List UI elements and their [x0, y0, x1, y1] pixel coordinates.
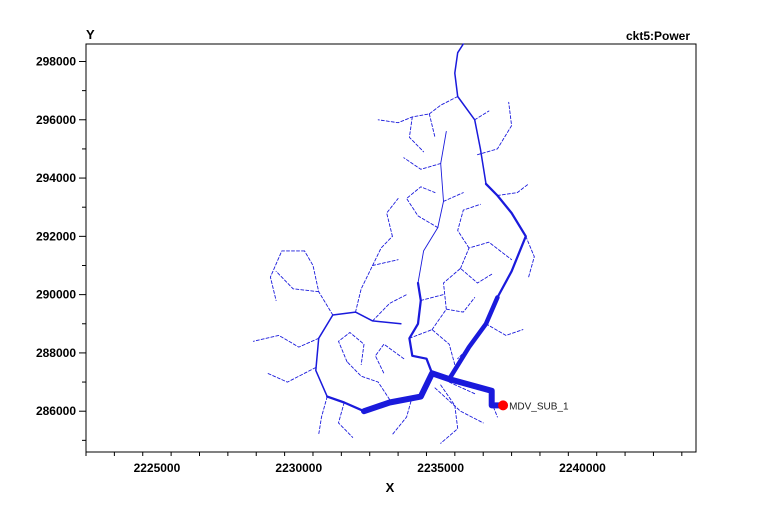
lateral-line [372, 294, 408, 322]
lateral-line [338, 332, 365, 366]
lateral-line [443, 267, 493, 310]
feeder-line [454, 43, 487, 185]
lateral-line [338, 402, 354, 438]
y-tick-label: 298000 [36, 54, 76, 68]
lateral-line [267, 367, 317, 383]
lateral-line [496, 183, 530, 196]
lateral-line [408, 116, 425, 153]
lateral-line [275, 270, 320, 293]
x-tick-label: 2235000 [417, 461, 464, 475]
lateral-line [477, 101, 513, 156]
lateral-line [431, 297, 476, 331]
y-tick-label: 288000 [36, 346, 76, 360]
lateral-line [403, 157, 442, 170]
feeder-line [315, 311, 402, 398]
y-tick-label: 296000 [36, 113, 76, 127]
y-axis: 286000 288000 290000 292000 294000 296000 2980… [36, 54, 86, 441]
x-tick-label: 2225000 [134, 461, 181, 475]
lateral-line [269, 250, 305, 301]
lateral-line [460, 241, 513, 269]
feeder-line [417, 130, 447, 284]
feeder-line [408, 281, 434, 375]
x-tick-label: 2230000 [275, 461, 322, 475]
lateral-line [434, 387, 484, 424]
feeder-line [484, 182, 527, 299]
lateral-line [346, 361, 391, 400]
feeder-network [252, 43, 535, 444]
feeder-line [446, 295, 500, 382]
x-axis-title: X [386, 480, 395, 495]
lateral-line [374, 343, 405, 374]
lateral-line [485, 323, 524, 336]
chart-title: ckt5:Power [626, 29, 690, 43]
lateral-line [318, 396, 328, 435]
lateral-line [457, 203, 481, 249]
lateral-line [372, 259, 399, 266]
lateral-line [406, 186, 439, 229]
y-tick-label: 292000 [36, 229, 76, 243]
lateral-line [377, 96, 459, 124]
y-tick-label: 294000 [36, 171, 76, 185]
x-axis: 2225000 2230000 2235000 2240000 [85, 452, 683, 475]
lateral-line [386, 198, 399, 237]
lateral-line [252, 334, 320, 348]
lateral-line [474, 110, 490, 121]
lateral-line [428, 113, 436, 138]
y-axis-title: Y [86, 27, 95, 42]
lateral-line [440, 384, 459, 444]
feeder-line [326, 395, 366, 413]
y-tick-label: 290000 [36, 288, 76, 302]
lateral-line [391, 396, 413, 435]
x-tick-label: 2240000 [559, 461, 606, 475]
lateral-line [304, 250, 334, 316]
lateral-line [448, 381, 476, 395]
y-tick-label: 286000 [36, 404, 76, 418]
substation-marker [498, 400, 509, 411]
lateral-line [525, 235, 535, 278]
plot-area [85, 43, 697, 453]
lateral-line [443, 192, 464, 202]
lateral-line [420, 294, 444, 301]
substation-group: MDV_SUB_1 [498, 400, 569, 412]
substation-label: MDV_SUB_1 [509, 401, 569, 412]
lateral-line [408, 329, 456, 366]
feeder-line [361, 370, 507, 415]
